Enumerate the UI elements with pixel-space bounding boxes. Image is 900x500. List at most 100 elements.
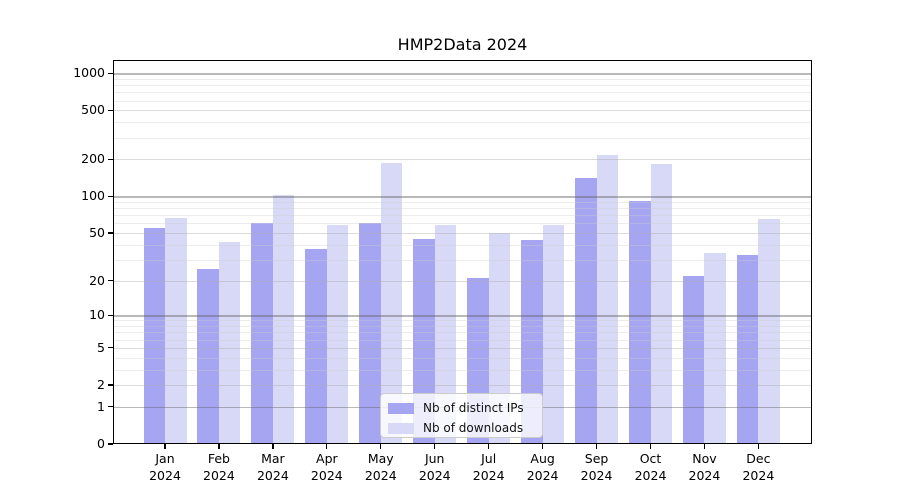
bar-downloads [165, 218, 187, 444]
gridline-100 [113, 196, 812, 198]
x-tick-label: Feb 2024 [203, 451, 235, 483]
bar-downloads [272, 194, 295, 444]
y-tick-label: 50 [89, 224, 105, 240]
y-tick [108, 109, 113, 112]
y-tick [108, 279, 113, 282]
gridline-10 [113, 315, 812, 317]
bar-downloads [704, 253, 726, 444]
gridline-20 [113, 280, 812, 282]
y-tick-label: 5 [97, 339, 105, 355]
x-tick [380, 444, 382, 449]
legend-swatch-ips [388, 402, 414, 414]
x-tick [541, 444, 544, 449]
y-tick-label: 2 [97, 377, 105, 393]
x-tick-label: Dec 2024 [742, 451, 775, 483]
minor-gridline [113, 326, 812, 328]
x-tick-label: Mar 2024 [256, 451, 289, 483]
plot-area [113, 60, 812, 444]
minor-gridline [113, 332, 812, 334]
minor-gridline [113, 208, 812, 210]
minor-gridline [113, 100, 812, 102]
y-tick [108, 384, 113, 386]
y-tick [108, 443, 113, 445]
gridline-50 [113, 232, 812, 234]
y-tick-label: 500 [81, 102, 105, 118]
x-tick-label: Jun 2024 [418, 451, 451, 483]
x-tick [595, 444, 598, 449]
bar-downloads [488, 233, 511, 444]
x-tick [272, 444, 274, 449]
bar-downloads [326, 225, 349, 444]
legend-item-distinct-ips: Nb of distinct IPs [381, 399, 542, 417]
bar-distinct-ips [251, 222, 273, 444]
x-tick [326, 444, 328, 449]
minor-gridline [113, 137, 812, 139]
bar-distinct-ips [736, 254, 759, 444]
x-tick-label: Oct 2024 [634, 451, 667, 483]
y-tick [108, 406, 113, 408]
legend: Nb of distinct IPs Nb of downloads [380, 393, 543, 438]
bar-downloads [758, 219, 780, 444]
bar-distinct-ips [521, 239, 543, 444]
minor-gridline [113, 259, 812, 261]
y-tick [108, 232, 113, 234]
gridline-5 [113, 347, 812, 349]
x-tick [488, 444, 490, 449]
y-tick [108, 72, 113, 74]
minor-gridline [113, 223, 812, 225]
minor-gridline [113, 244, 812, 246]
legend-label-ips: Nb of distinct IPs [423, 401, 524, 415]
y-tick-label: 10 [89, 307, 105, 323]
bar-downloads [434, 225, 457, 444]
x-tick-label: Jul 2024 [472, 451, 505, 483]
minor-gridline [113, 320, 812, 322]
gridline-2 [113, 385, 812, 387]
y-tick [108, 158, 113, 161]
x-tick [434, 444, 436, 449]
minor-gridline [113, 78, 812, 80]
bar-distinct-ips [305, 248, 327, 444]
bar-distinct-ips [197, 269, 219, 444]
gridline-200 [113, 159, 812, 161]
y-tick-label: 1 [97, 398, 105, 414]
legend-item-downloads: Nb of downloads [381, 419, 542, 437]
y-tick-label: 100 [81, 188, 105, 204]
x-tick [164, 444, 166, 449]
x-tick [703, 444, 706, 449]
y-tick [108, 314, 113, 316]
bar-distinct-ips [575, 178, 597, 444]
bar-downloads [218, 242, 241, 444]
x-tick-label: Apr 2024 [310, 451, 343, 483]
bar-downloads [650, 164, 672, 444]
bar-downloads [380, 162, 403, 444]
bar-distinct-ips [682, 275, 705, 444]
x-tick-label: Sep 2024 [580, 451, 613, 483]
gridline-500 [113, 110, 812, 112]
x-tick-label: Aug 2024 [526, 451, 559, 483]
minor-gridline [113, 357, 812, 359]
minor-gridline [113, 85, 812, 87]
x-tick [649, 444, 652, 449]
minor-gridline [113, 339, 812, 341]
x-tick-label: Jan 2024 [149, 451, 181, 483]
gridline-1000 [113, 73, 812, 75]
bar-downloads [596, 154, 619, 444]
x-tick [218, 444, 220, 449]
minor-gridline [113, 122, 812, 124]
y-tick-label: 20 [89, 272, 105, 288]
minor-gridline [113, 92, 812, 94]
bar-distinct-ips [413, 238, 435, 444]
bar-downloads [542, 225, 565, 444]
x-tick-label: Nov 2024 [688, 451, 721, 483]
y-tick-label: 0 [97, 436, 105, 451]
y-tick-label: 1000 [73, 65, 105, 81]
y-tick-label: 200 [81, 151, 105, 167]
bar-distinct-ips [359, 222, 381, 444]
x-tick-label: May 2024 [364, 451, 397, 483]
bar-distinct-ips [143, 227, 165, 444]
minor-gridline [113, 369, 812, 371]
x-tick [757, 444, 760, 449]
y-tick [108, 195, 113, 197]
minor-gridline [113, 215, 812, 217]
